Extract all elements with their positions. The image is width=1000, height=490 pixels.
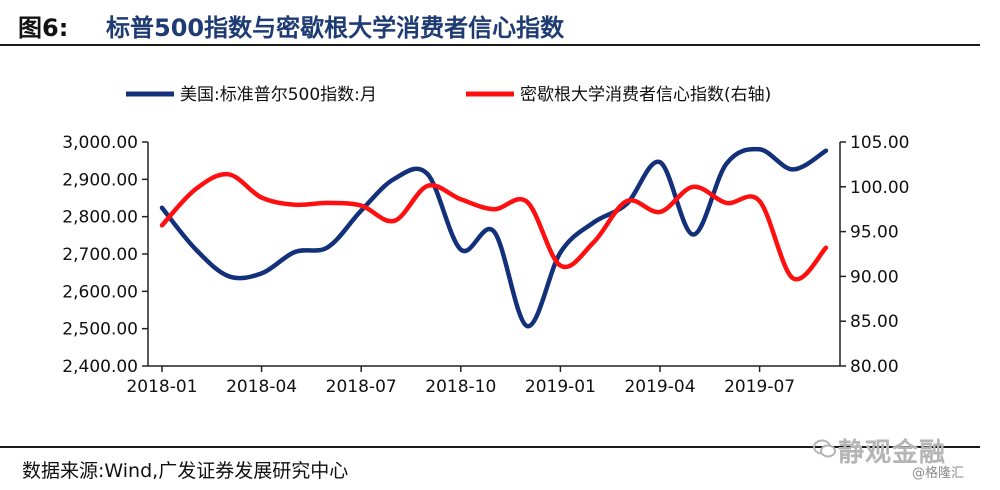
- figure-header: 图6: 标普500指数与密歇根大学消费者信心指数: [0, 0, 980, 46]
- x-tick-label: 2018-04: [226, 377, 297, 397]
- x-tick-label: 2019-01: [525, 377, 596, 397]
- data-point-michigan-sentiment: [725, 202, 728, 204]
- watermark-main: 静观金融: [838, 438, 947, 468]
- left-tick-label: 3,000.00: [62, 133, 138, 153]
- data-point-sp500: [393, 178, 396, 180]
- left-tick-label: 2,500.00: [62, 320, 138, 340]
- data-point-sp500: [360, 209, 363, 212]
- data-point-sp500: [294, 251, 296, 253]
- figure-footer: 数据来源:Wind,广发证券发展研究中心 静观金融 @格隆汇: [0, 438, 980, 490]
- x-tick-label: 2018-07: [326, 377, 397, 397]
- legend-label-left-series: 美国:标准普尔500指数:月: [180, 85, 377, 105]
- data-point-michigan-sentiment: [327, 202, 329, 204]
- data-point-michigan-sentiment: [559, 264, 562, 267]
- right-tick-label: 80.00: [850, 357, 899, 377]
- data-point-michigan-sentiment: [692, 186, 694, 188]
- x-tick-label: 2018-10: [425, 377, 496, 397]
- data-point-michigan-sentiment: [260, 196, 263, 199]
- data-point-michigan-sentiment: [161, 224, 163, 227]
- figure-title: 标普500指数与密歇根大学消费者信心指数: [106, 14, 565, 42]
- right-tick-label: 95.00: [850, 223, 899, 243]
- left-tick-label: 2,400.00: [62, 357, 138, 377]
- wechat-icon: [813, 439, 836, 458]
- data-point-michigan-sentiment: [825, 246, 827, 249]
- data-point-sp500: [526, 325, 528, 327]
- data-point-sp500: [161, 207, 163, 209]
- series-line-michigan-sentiment: [159, 171, 829, 282]
- data-point-sp500: [592, 221, 595, 224]
- data-point-michigan-sentiment: [659, 211, 661, 213]
- data-point-michigan-sentiment: [792, 277, 794, 279]
- x-tick-label: 2018-01: [126, 377, 197, 397]
- data-point-michigan-sentiment: [426, 185, 429, 187]
- chart-container: 美国:标准普尔500指数:月 密歇根大学消费者信心指数(右轴) 2,400.00…: [0, 46, 1000, 446]
- data-point-sp500: [825, 149, 827, 152]
- left-tick-label: 2,800.00: [62, 208, 138, 228]
- data-point-michigan-sentiment: [360, 204, 363, 207]
- left-tick-label: 2,600.00: [62, 282, 138, 302]
- data-point-sp500: [559, 251, 562, 254]
- data-point-sp500: [260, 272, 263, 275]
- data-point-sp500: [493, 230, 495, 233]
- axes: 2,400.00 2,500.00 2,600.00 2,700.00 2,800.00…: [62, 133, 909, 397]
- series-line-sp500: [159, 146, 829, 329]
- data-point-sp500: [426, 173, 429, 175]
- data-point-michigan-sentiment: [592, 241, 595, 244]
- chart-svg: 美国:标准普尔500指数:月 密歇根大学消费者信心指数(右轴) 2,400.00…: [62, 85, 909, 397]
- legend: 美国:标准普尔500指数:月 密歇根大学消费者信心指数(右轴): [126, 85, 771, 105]
- data-point-sp500: [659, 161, 661, 163]
- right-tick-label: 85.00: [850, 312, 899, 332]
- data-point-sp500: [227, 275, 230, 277]
- data-point-michigan-sentiment: [194, 188, 196, 191]
- data-point-michigan-sentiment: [294, 203, 296, 206]
- data-point-sp500: [792, 168, 794, 171]
- x-tick-label: 2019-07: [724, 377, 795, 397]
- data-point-sp500: [725, 162, 728, 165]
- left-tick-label: 2,700.00: [62, 245, 138, 265]
- right-tick-label: 105.00: [850, 133, 909, 153]
- left-tick-label: 2,900.00: [62, 170, 138, 190]
- data-point-sp500: [194, 248, 196, 250]
- data-point-michigan-sentiment: [460, 198, 462, 201]
- data-point-michigan-sentiment: [526, 201, 528, 203]
- x-tick-label: 2019-04: [624, 377, 695, 397]
- figure-label: 图6:: [18, 14, 69, 42]
- watermark-sub: @格隆汇: [912, 466, 965, 481]
- source-note: 数据来源:Wind,广发证券发展研究中心: [22, 460, 349, 482]
- data-point-sp500: [327, 246, 329, 248]
- data-point-sp500: [460, 248, 462, 251]
- data-point-michigan-sentiment: [393, 220, 396, 222]
- series-lines: [159, 146, 829, 329]
- data-point-michigan-sentiment: [227, 173, 230, 176]
- data-point-michigan-sentiment: [493, 208, 495, 210]
- legend-label-right-series: 密歇根大学消费者信心指数(右轴): [520, 85, 771, 105]
- right-tick-label: 90.00: [850, 267, 899, 287]
- data-point-sp500: [758, 148, 761, 151]
- right-tick-label: 100.00: [850, 178, 909, 198]
- data-point-michigan-sentiment: [758, 200, 761, 202]
- data-point-michigan-sentiment: [626, 200, 628, 202]
- data-point-sp500: [692, 233, 694, 236]
